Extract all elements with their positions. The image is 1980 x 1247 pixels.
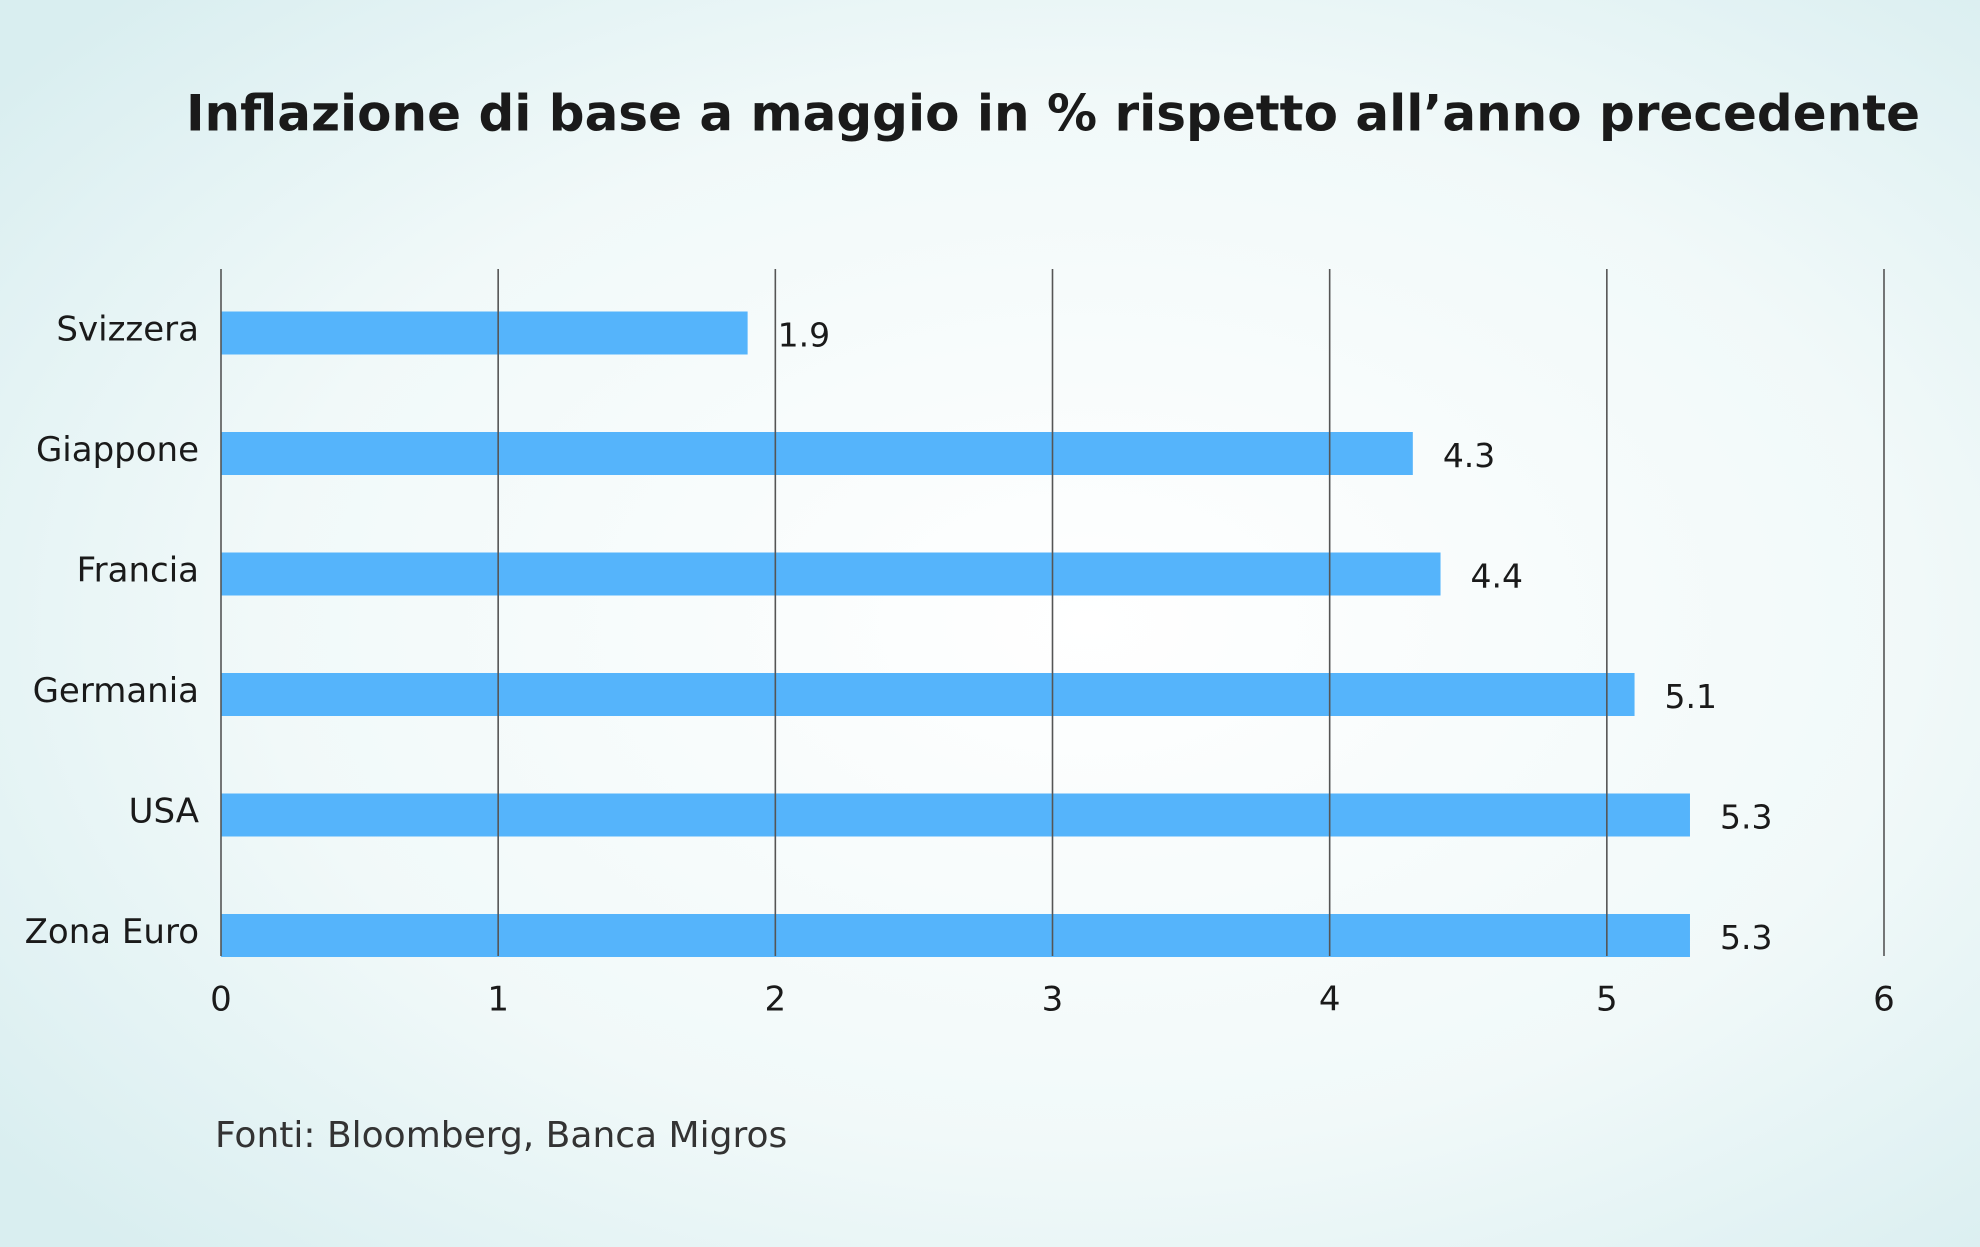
bar [221, 311, 748, 355]
bar [221, 552, 1441, 596]
value-label: 5.3 [1720, 918, 1772, 957]
chart-title: Inflazione di base a maggio in % rispett… [186, 85, 1920, 143]
category-label: Zona Euro [25, 912, 199, 952]
x-tick-label: 6 [1873, 980, 1895, 1020]
category-label: USA [129, 792, 199, 832]
value-label: 4.4 [1471, 557, 1523, 596]
value-label: 5.1 [1665, 677, 1717, 716]
category-label: Svizzera [56, 310, 199, 350]
bar [221, 432, 1413, 475]
value-label: 4.3 [1443, 436, 1495, 475]
value-label: 5.3 [1720, 798, 1772, 837]
category-label: Francia [77, 551, 199, 591]
x-tick-label: 0 [210, 980, 232, 1020]
x-tick-label: 3 [1042, 980, 1064, 1020]
bar [221, 914, 1690, 957]
bar [221, 793, 1690, 837]
source-note: Fonti: Bloomberg, Banca Migros [215, 1115, 787, 1156]
category-label: Germania [33, 671, 199, 711]
category-label: Giappone [36, 430, 199, 470]
x-tick-label: 1 [487, 980, 509, 1020]
x-tick-label: 2 [765, 980, 787, 1020]
bar [221, 673, 1635, 716]
x-tick-label: 4 [1319, 980, 1341, 1020]
value-label: 1.9 [778, 316, 830, 355]
x-tick-label: 5 [1596, 980, 1618, 1020]
